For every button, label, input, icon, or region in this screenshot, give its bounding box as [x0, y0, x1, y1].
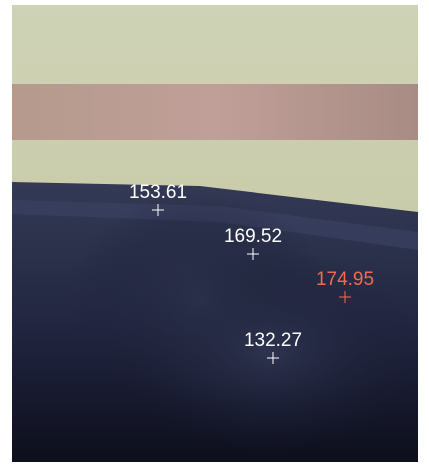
- measurement-label: 132.27: [244, 330, 302, 351]
- measurement-label: 169.52: [224, 226, 282, 247]
- measurement-layer: 153.61 169.52 174.95 132.27: [129, 182, 374, 364]
- wall-stripe: [12, 84, 418, 140]
- measurement-label: 174.95: [316, 269, 374, 290]
- tire-edge: [12, 200, 418, 250]
- measurement-label: 153.61: [129, 182, 187, 203]
